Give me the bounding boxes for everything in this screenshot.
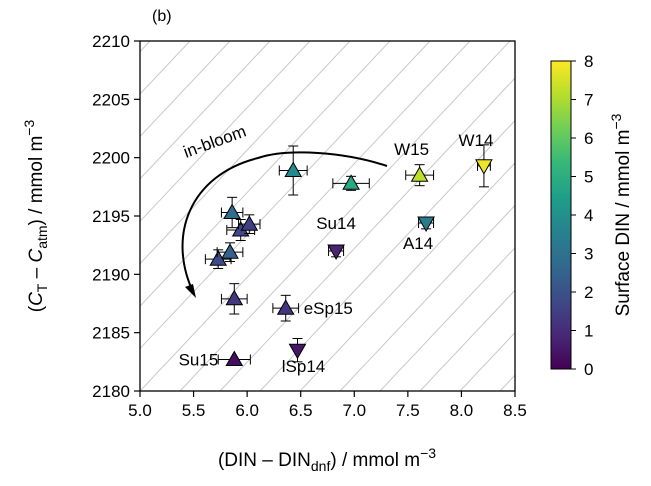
data-point	[238, 214, 261, 234]
grid-line	[179, 41, 511, 391]
triangle-up-marker	[410, 166, 429, 182]
in-bloom-arrow	[181, 151, 388, 295]
grid-line	[140, 41, 471, 391]
y-tick-label: 2210	[92, 32, 130, 51]
point-label: W15	[394, 140, 429, 159]
triangle-down-marker	[417, 216, 435, 233]
triangle-up-marker	[342, 174, 360, 190]
triangle-up-marker	[284, 161, 303, 177]
triangle-down-marker	[475, 159, 493, 175]
triangle-up-marker	[223, 203, 241, 219]
data-points	[204, 144, 493, 366]
grid-line	[140, 41, 271, 180]
grid-line	[140, 41, 231, 138]
triangle-down-marker	[327, 244, 345, 261]
colorbar-tick-label: 7	[584, 91, 593, 110]
colorbar-tick-label: 2	[584, 283, 593, 302]
colorbar-tick-label: 3	[584, 245, 593, 264]
y-axis-title: (CT – Catm) / mmol m−3	[21, 120, 50, 313]
colorbar-tick-label: 4	[584, 206, 593, 225]
data-point	[220, 196, 244, 229]
data-point	[204, 249, 232, 269]
point-label: Su15	[179, 351, 219, 370]
point-label: W14	[458, 131, 493, 150]
x-tick-label: 6.0	[235, 401, 259, 420]
point-label: Su14	[316, 214, 356, 233]
colorbar-tick-label: 0	[584, 360, 593, 379]
colorbar-tick-label: 5	[584, 168, 593, 187]
y-tick-label: 2190	[92, 265, 130, 284]
y-tick-label: 2180	[92, 382, 130, 401]
triangle-up-marker	[225, 289, 244, 306]
colorbar-tick-label: 1	[584, 322, 593, 341]
data-point	[220, 283, 248, 315]
data-point	[216, 242, 244, 262]
in-bloom-arrowhead	[185, 284, 196, 298]
x-tick-label: 5.5	[182, 401, 206, 420]
colorbar	[550, 60, 572, 370]
grid-line	[259, 119, 515, 391]
x-tick-label: 7.0	[342, 401, 366, 420]
grid-line	[419, 289, 515, 391]
data-point	[217, 350, 251, 366]
grid-line	[339, 204, 515, 391]
y-tick-label: 2195	[92, 207, 130, 226]
colorbar-tick-label: 6	[584, 129, 593, 148]
data-point	[405, 164, 435, 187]
x-tick-label: 8.5	[503, 401, 527, 420]
grid-line	[379, 247, 515, 391]
triangle-up-marker	[225, 350, 244, 366]
colorbar-tick-label: 8	[584, 52, 593, 71]
y-tick-label: 2205	[92, 90, 130, 109]
triangle-up-marker	[240, 215, 259, 231]
data-point	[327, 244, 345, 261]
triangle-down-marker	[288, 343, 307, 360]
data-point	[332, 174, 370, 191]
data-point	[288, 338, 307, 363]
y-tick-label: 2185	[92, 324, 130, 343]
data-point	[278, 145, 308, 196]
triangle-up-marker	[276, 299, 295, 315]
grid-line	[219, 77, 515, 391]
point-labels: Su15 lSp14 eSp15 Su14 A14 W15 W14	[179, 131, 494, 376]
x-tick-label: 8.0	[450, 401, 474, 420]
point-label: eSp15	[304, 299, 353, 318]
point-label: A14	[403, 234, 433, 253]
grid-line	[299, 162, 515, 391]
y-tick-label: 2200	[92, 149, 130, 168]
data-point	[417, 216, 435, 233]
colorbar-ticks: 0 1 2 3 4 5 6 7 8	[571, 52, 593, 379]
x-axis: 5.0 5.5 6.0 6.5 7.0 7.5 8.0 8.5	[128, 391, 527, 420]
triangle-up-marker	[221, 243, 239, 259]
data-point	[475, 144, 493, 188]
point-label: lSp14	[282, 357, 325, 376]
colorbar-title: Surface DIN / mmol m−3	[608, 113, 634, 316]
x-tick-label: 7.5	[396, 401, 420, 420]
in-bloom-label: in-bloom	[181, 122, 249, 162]
data-point	[272, 294, 300, 322]
y-axis: 2180 2185 2190 2195 2200 2205 2210	[92, 32, 140, 401]
panel-label: (b)	[152, 8, 172, 25]
x-tick-label: 6.5	[289, 401, 313, 420]
x-tick-label: 5.0	[128, 401, 152, 420]
grid-line	[140, 41, 351, 265]
grid-line	[140, 41, 311, 223]
x-axis-title: (DIN – DINdnf) / mmol m−3	[218, 445, 436, 474]
grid-line	[140, 41, 431, 350]
